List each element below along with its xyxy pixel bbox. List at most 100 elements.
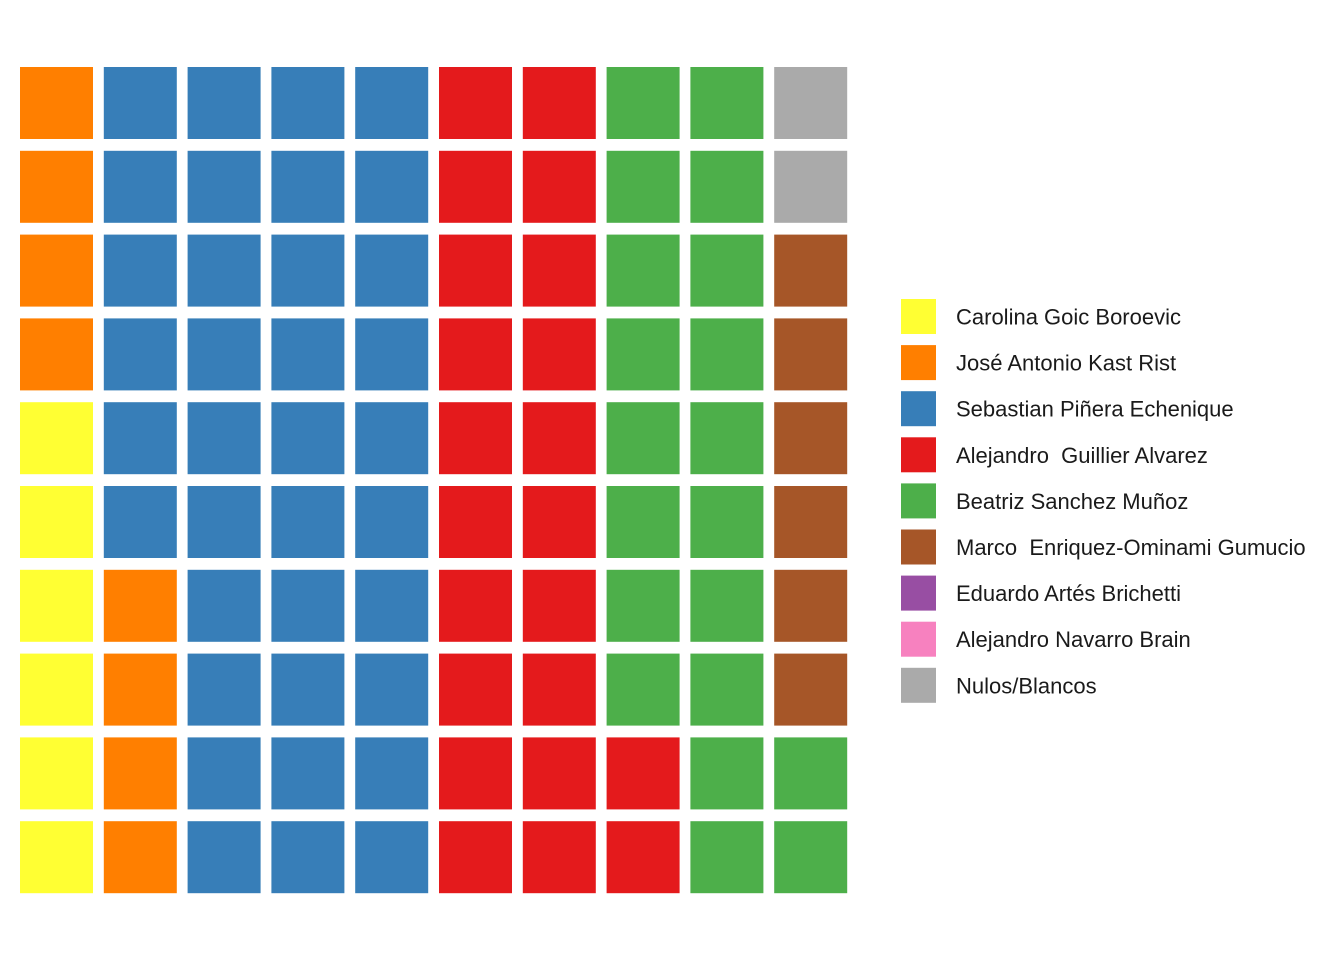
legend-item: Carolina Goic Boroevic — [901, 299, 1181, 334]
waffle-cell — [606, 402, 680, 475]
waffle-cell — [103, 569, 177, 642]
legend-label: José Antonio Kast Rist — [956, 351, 1176, 376]
waffle-cell — [271, 150, 345, 223]
waffle-cell — [439, 402, 512, 475]
waffle-cell — [606, 67, 680, 139]
waffle-cell — [606, 653, 680, 726]
legend-label: Nulos/Blancos — [956, 673, 1097, 698]
waffle-cell — [522, 737, 596, 810]
waffle-cell — [439, 486, 512, 558]
waffle-cell — [774, 486, 848, 558]
waffle-cell — [103, 150, 177, 223]
waffle-cell — [103, 67, 177, 139]
waffle-cell — [606, 234, 680, 307]
legend-item: José Antonio Kast Rist — [901, 345, 1176, 381]
waffle-cell — [690, 486, 764, 558]
waffle-cell — [522, 486, 596, 558]
waffle-cell — [774, 234, 848, 307]
waffle-cell — [103, 402, 177, 475]
legend-label: Marco Enriquez-Ominami Gumucio — [956, 535, 1306, 560]
waffle-cell — [20, 318, 93, 391]
legend-key — [901, 345, 936, 381]
waffle-cell — [20, 569, 93, 642]
legend-label: Carolina Goic Boroevic — [956, 305, 1181, 330]
legend-key — [901, 437, 936, 473]
waffle-cell — [187, 318, 261, 391]
waffle-cell — [103, 318, 177, 391]
waffle-cell — [20, 486, 93, 558]
waffle-cell — [103, 234, 177, 307]
waffle-cell — [103, 486, 177, 558]
waffle-cell — [187, 150, 261, 223]
legend-label: Sebastian Piñera Echenique — [956, 397, 1234, 422]
waffle-cell — [522, 821, 596, 894]
waffle-cell — [522, 402, 596, 475]
waffle-cell — [20, 821, 93, 894]
waffle-cell — [522, 318, 596, 391]
waffle-cell — [774, 402, 848, 475]
waffle-cell — [774, 569, 848, 642]
waffle-cell — [355, 402, 429, 475]
legend-item: Alejandro Guillier Alvarez — [901, 437, 1208, 473]
waffle-cell — [355, 569, 429, 642]
waffle-cell — [690, 402, 764, 475]
waffle-cell — [355, 821, 429, 894]
legend-item: Eduardo Artés Brichetti — [901, 575, 1181, 611]
waffle-cell — [522, 150, 596, 223]
waffle-cell — [187, 569, 261, 642]
waffle-cell — [774, 67, 848, 139]
waffle-cell — [103, 737, 177, 810]
waffle-cell — [439, 737, 512, 810]
waffle-cell — [355, 486, 429, 558]
waffle-cell — [774, 821, 848, 894]
waffle-cell — [690, 234, 764, 307]
waffle-cell — [355, 737, 429, 810]
legend-key — [901, 299, 936, 334]
legend-item: Beatriz Sanchez Muñoz — [901, 483, 1188, 519]
waffle-cell — [522, 653, 596, 726]
waffle-cell — [690, 653, 764, 726]
legend-item: Marco Enriquez-Ominami Gumucio — [901, 529, 1306, 565]
waffle-cell — [271, 234, 345, 307]
waffle-cell — [187, 653, 261, 726]
waffle-cell — [20, 150, 93, 223]
waffle-cell — [606, 318, 680, 391]
waffle-cell — [20, 653, 93, 726]
waffle-cell — [187, 402, 261, 475]
waffle-cell — [271, 737, 345, 810]
waffle-cell — [20, 402, 93, 475]
waffle-cell — [774, 653, 848, 726]
legend-key — [901, 529, 936, 565]
legend: Carolina Goic Boroevic José Antonio Kast … — [901, 299, 1306, 703]
waffle-cell — [271, 821, 345, 894]
waffle-cell — [522, 569, 596, 642]
waffle-cell — [522, 67, 596, 139]
legend-item: Nulos/Blancos — [901, 667, 1097, 703]
waffle-cell — [522, 234, 596, 307]
waffle-cell — [271, 402, 345, 475]
waffle-cell — [187, 737, 261, 810]
waffle-cell — [690, 318, 764, 391]
waffle-cell — [271, 67, 345, 139]
legend-item: Sebastian Piñera Echenique — [901, 391, 1234, 427]
waffle-cell — [439, 234, 512, 307]
waffle-cell — [439, 569, 512, 642]
legend-key — [901, 621, 936, 657]
waffle-cell — [103, 821, 177, 894]
waffle-cell — [187, 234, 261, 307]
waffle-cell — [187, 67, 261, 139]
waffle-cell — [606, 150, 680, 223]
legend-label: Eduardo Artés Brichetti — [956, 581, 1181, 606]
waffle-cell — [271, 569, 345, 642]
legend-label: Alejandro Navarro Brain — [956, 627, 1191, 652]
waffle-cell — [439, 150, 512, 223]
legend-label: Alejandro Guillier Alvarez — [956, 443, 1208, 468]
waffle-cell — [690, 821, 764, 894]
waffle-cell — [355, 150, 429, 223]
legend-key — [901, 483, 936, 519]
waffle-cell — [187, 821, 261, 894]
waffle-cell — [690, 737, 764, 810]
waffle-cell — [271, 318, 345, 391]
waffle-grid — [20, 67, 848, 894]
waffle-cell — [606, 486, 680, 558]
